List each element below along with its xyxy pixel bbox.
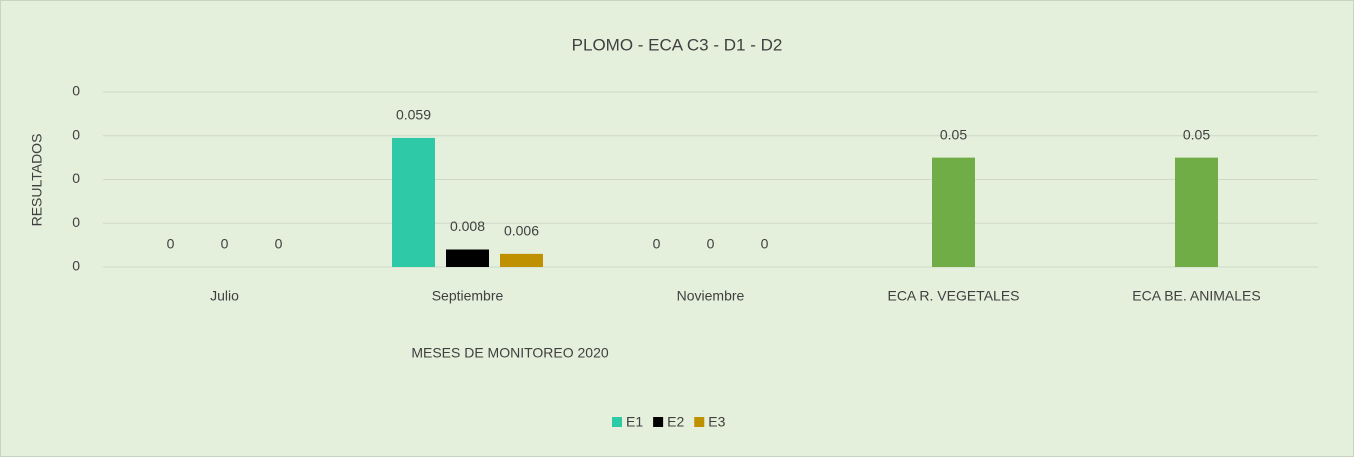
y-axis-title: RESULTADOS: [29, 134, 45, 227]
data-label: 0: [707, 236, 715, 252]
y-tick-label: 0: [72, 214, 80, 230]
x-tick-label: ECA R. VEGETALES: [887, 288, 1019, 304]
data-label: 0: [653, 236, 661, 252]
bar: [446, 249, 489, 267]
legend-label: E2: [667, 414, 684, 430]
x-tick-label: ECA BE. ANIMALES: [1132, 288, 1260, 304]
data-label: 0.006: [504, 223, 539, 239]
bar: [500, 253, 543, 267]
y-tick-label: 0: [72, 258, 80, 274]
bar: [1175, 157, 1218, 267]
legend-label: E3: [708, 414, 725, 430]
x-tick-label: Julio: [210, 288, 239, 304]
y-tick-label: 0: [72, 83, 80, 99]
data-label: 0: [167, 236, 175, 252]
bar: [392, 137, 435, 267]
x-tick-label: Septiembre: [432, 288, 504, 304]
data-label: 0: [761, 236, 769, 252]
data-label: 0: [221, 236, 229, 252]
bar: [932, 157, 975, 267]
legend-swatch: [612, 417, 622, 427]
legend-swatch: [694, 417, 705, 427]
data-label: 0.05: [940, 126, 967, 142]
data-label: 0: [275, 236, 283, 252]
data-label: 0.05: [1183, 126, 1210, 142]
x-tick-label: Noviembre: [677, 288, 745, 304]
legend-label: E1: [626, 414, 643, 430]
y-tick-label: 0: [72, 170, 80, 186]
chart-title: PLOMO - ECA C3 - D1 - D2: [572, 35, 783, 54]
data-label: 0.008: [450, 218, 485, 234]
y-tick-label: 0: [72, 126, 80, 142]
data-label: 0.059: [396, 107, 431, 123]
x-axis-title: MESES DE MONITOREO 2020: [411, 345, 609, 361]
legend-swatch: [653, 417, 664, 427]
